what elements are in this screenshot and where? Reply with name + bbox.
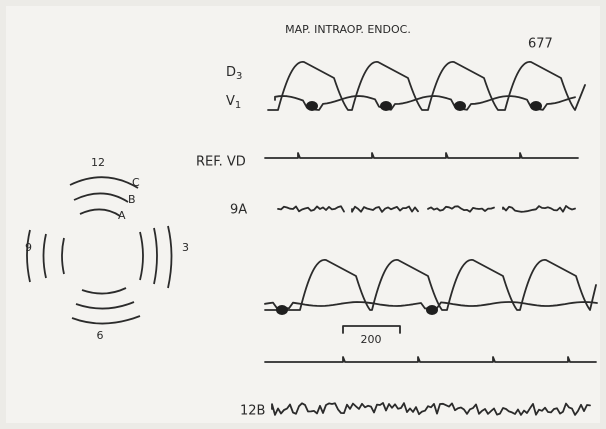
ecg-trace (264, 259, 597, 311)
ecg-trace (264, 152, 579, 159)
lead-label: 12B (240, 404, 265, 419)
clock-label: 6 (97, 329, 104, 342)
ring-arc (75, 301, 135, 310)
trace-blob (530, 101, 542, 111)
ecg-trace (274, 95, 576, 111)
ecg-trace (351, 205, 419, 213)
lead-label: 9A (230, 203, 247, 218)
trace-blob (306, 101, 318, 111)
ring-label: A (118, 209, 126, 222)
ring-arc (81, 287, 127, 295)
scale-bar (342, 325, 401, 334)
ring-arc (167, 225, 173, 289)
trace-blob (276, 305, 288, 315)
ecg-trace (427, 205, 495, 213)
lead-label: REF. VD (196, 155, 246, 170)
trace-blob (426, 305, 438, 315)
clock-label: 12 (91, 156, 105, 169)
ring-arc (139, 231, 144, 281)
lead-subscript: 1 (235, 100, 241, 111)
lead-letter: V (226, 94, 235, 109)
lead-label: V1 (226, 94, 241, 112)
ring-arc (71, 315, 141, 325)
scale-label: 200 (361, 333, 382, 346)
ring-arc (42, 233, 47, 279)
lead-subscript: 3 (236, 71, 242, 82)
ring-arc (73, 192, 129, 203)
ring-arc (61, 237, 65, 275)
clock-label: 3 (182, 241, 189, 254)
clock-label: 9 (25, 241, 32, 254)
lead-label: D3 (226, 65, 242, 83)
ecg-trace (502, 205, 576, 213)
photo-area (6, 6, 600, 423)
ring-arc (153, 227, 158, 285)
ring-label: B (128, 193, 136, 206)
ecg-trace (267, 61, 586, 111)
figure-title: MAP. INTRAOP. ENDOC. (285, 23, 411, 36)
ring-arc (26, 229, 31, 283)
record-number: 677 (528, 37, 553, 52)
ring-arc (79, 208, 121, 217)
clock-diagram: 12 3 6 9 C B A (25, 156, 189, 342)
trace-blob (454, 101, 466, 111)
ecg-trace (264, 356, 597, 363)
lead-letter: D (226, 65, 236, 80)
ecg-trace (277, 205, 345, 213)
ring-arc (69, 176, 139, 189)
ecg-trace (271, 402, 591, 416)
trace-blob (380, 101, 392, 111)
ring-label: C (132, 176, 140, 189)
